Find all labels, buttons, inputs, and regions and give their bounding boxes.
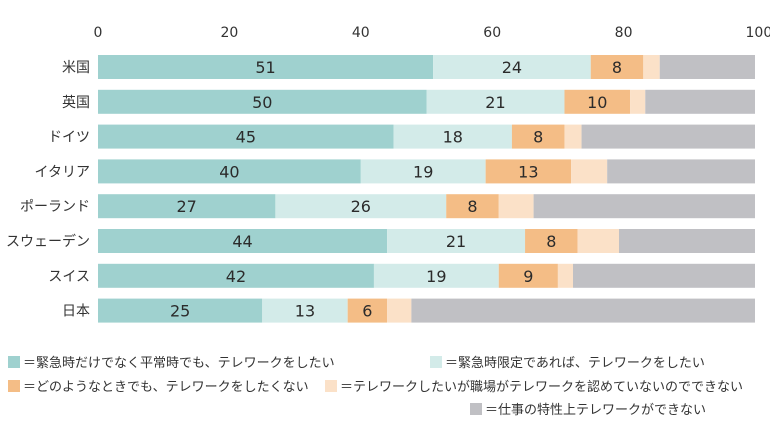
legend-label-3: ＝どのようなときでも、テレワークをしたくない: [23, 380, 309, 395]
category-label: イタリア: [35, 164, 90, 180]
bar-segment: [433, 55, 591, 79]
data-label: 26: [351, 197, 371, 216]
bar-segment: [426, 89, 565, 114]
data-label: 51: [255, 58, 275, 77]
bar-segment: [645, 89, 755, 114]
data-label: 45: [236, 128, 256, 147]
legend-swatch-1: [8, 355, 20, 368]
data-label: 8: [467, 197, 477, 216]
bar-segment: [577, 229, 620, 253]
legend-swatch-4: [325, 379, 337, 392]
x-tick-label: 0: [94, 25, 103, 41]
bar-segment: [564, 89, 631, 114]
bar-segment: [581, 124, 755, 149]
data-label: 24: [502, 58, 522, 77]
x-tick-label: 40: [352, 25, 370, 41]
data-label: 10: [587, 93, 607, 112]
bar-segment: [485, 159, 572, 184]
bar-segment: [98, 263, 374, 288]
bar-segment: [411, 298, 755, 323]
bar-segment: [262, 298, 348, 323]
bar-segment: [98, 159, 361, 184]
legend-swatch-3: [8, 379, 20, 392]
legend-item-1: ＝緊急時だけでなく平常時でも、テレワークをしたい: [8, 352, 335, 371]
bar-segment: [393, 124, 512, 149]
data-label: 6: [362, 302, 372, 321]
data-label: 50: [252, 93, 272, 112]
data-label: 21: [485, 93, 505, 112]
category-label: 英国: [62, 94, 90, 111]
data-label: 13: [295, 302, 315, 321]
data-label: 42: [226, 267, 246, 286]
data-label: 8: [533, 128, 543, 147]
bar-segment: [373, 263, 499, 288]
bar-segment: [511, 124, 565, 149]
bar-segment: [98, 194, 276, 219]
bar-segment: [360, 159, 486, 184]
data-label: 13: [518, 162, 538, 181]
bar-segment: [275, 194, 447, 219]
bar-segment: [659, 55, 755, 79]
data-label: 44: [232, 232, 252, 251]
legend-label-2: ＝緊急時限定であれば、テレワークをしたい: [445, 356, 705, 371]
bar-segment: [590, 55, 644, 79]
legend-label-5: ＝仕事の特性上テレワークができない: [485, 403, 707, 418]
data-label: 18: [443, 128, 463, 147]
bar-segment: [573, 263, 755, 288]
category-label: スウェーデン: [6, 233, 90, 250]
bar-segment: [607, 159, 755, 184]
data-label: 19: [426, 267, 446, 286]
legend-label-1: ＝緊急時だけでなく平常時でも、テレワークをしたい: [23, 356, 335, 371]
bar-segment: [98, 124, 394, 149]
data-label: 9: [523, 267, 533, 286]
data-label: 40: [219, 162, 239, 181]
x-tick-label: 20: [220, 25, 238, 41]
data-label: 21: [446, 232, 466, 251]
data-label: 8: [546, 232, 556, 251]
legend-item-4: ＝テレワークしたいが職場がテレワークを認めていないのでできない: [325, 376, 743, 395]
category-label: スイス: [48, 269, 90, 285]
bar-segment: [525, 229, 578, 253]
bar-segment: [643, 55, 660, 79]
bar-segment: [347, 298, 388, 323]
bar-segment: [98, 298, 263, 323]
x-tick-label: 100(%): [746, 25, 770, 41]
data-label: 8: [612, 58, 622, 77]
x-tick-label: 80: [615, 25, 633, 41]
data-label: 19: [413, 162, 433, 181]
bar-segment: [557, 263, 574, 288]
category-label: 日本: [62, 304, 90, 320]
legend-swatch-2: [430, 355, 442, 368]
category-label: ドイツ: [48, 130, 90, 146]
legend-label-4: ＝テレワークしたいが職場がテレワークを認めていないのでできない: [340, 380, 744, 395]
bar-segment: [564, 124, 582, 149]
bar-segment: [98, 55, 434, 79]
legend-item-3: ＝どのようなときでも、テレワークをしたくない: [8, 376, 309, 395]
bar-segment: [446, 194, 499, 219]
bar-segment: [533, 194, 755, 219]
bar-segment: [98, 89, 427, 114]
category-label: ポーランド: [20, 199, 90, 215]
bar-segment: [387, 298, 412, 323]
data-label: 25: [170, 302, 190, 321]
bar-segment: [498, 263, 558, 288]
data-label: 27: [177, 197, 197, 216]
x-tick-label: 60: [483, 25, 501, 41]
legend-item-2: ＝緊急時限定であれば、テレワークをしたい: [430, 352, 705, 371]
category-label: 米国: [62, 60, 90, 76]
bar-segment: [387, 229, 526, 253]
bar-segment: [571, 159, 608, 184]
bar-segment: [498, 194, 534, 219]
bar-segment: [619, 229, 755, 253]
legend-swatch-5: [470, 402, 482, 415]
bar-segment: [98, 229, 388, 253]
legend-item-5: ＝仕事の特性上テレワークができない: [470, 399, 706, 418]
bar-segment: [630, 89, 646, 114]
